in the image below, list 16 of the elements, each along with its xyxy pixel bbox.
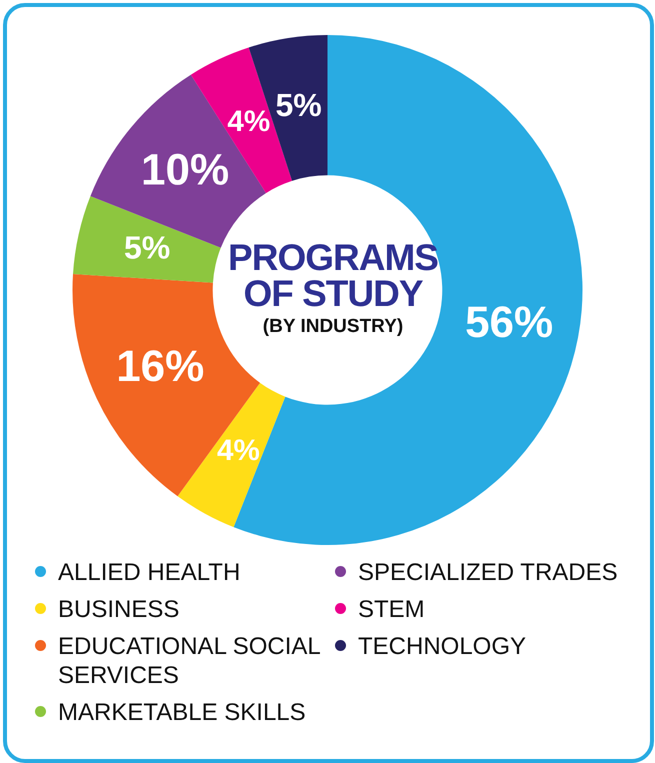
data-label: 56% (465, 298, 554, 347)
data-label: 10% (141, 145, 230, 194)
legend-label: MARKETABLE SKILLS (58, 698, 306, 727)
legend-label: SPECIALIZED TRADES (358, 558, 618, 587)
legend-label: TECHNOLOGY (358, 632, 526, 661)
data-label: 4% (217, 434, 260, 468)
text: (BY INDUSTRY) (262, 316, 404, 338)
legend-label: STEM (358, 595, 425, 624)
legend-label: EDUCATIONAL SOCIAL SERVICES (58, 632, 321, 690)
legend-label: BUSINESS (58, 595, 180, 624)
data-label: 16% (116, 342, 204, 391)
legend-label: ALLIED HEALTH (58, 558, 240, 587)
data-label: 4% (227, 104, 270, 138)
data-label: 5% (124, 230, 170, 266)
text: PROGRAMS OF STUDY (227, 237, 439, 314)
data-label: 5% (275, 87, 322, 124)
